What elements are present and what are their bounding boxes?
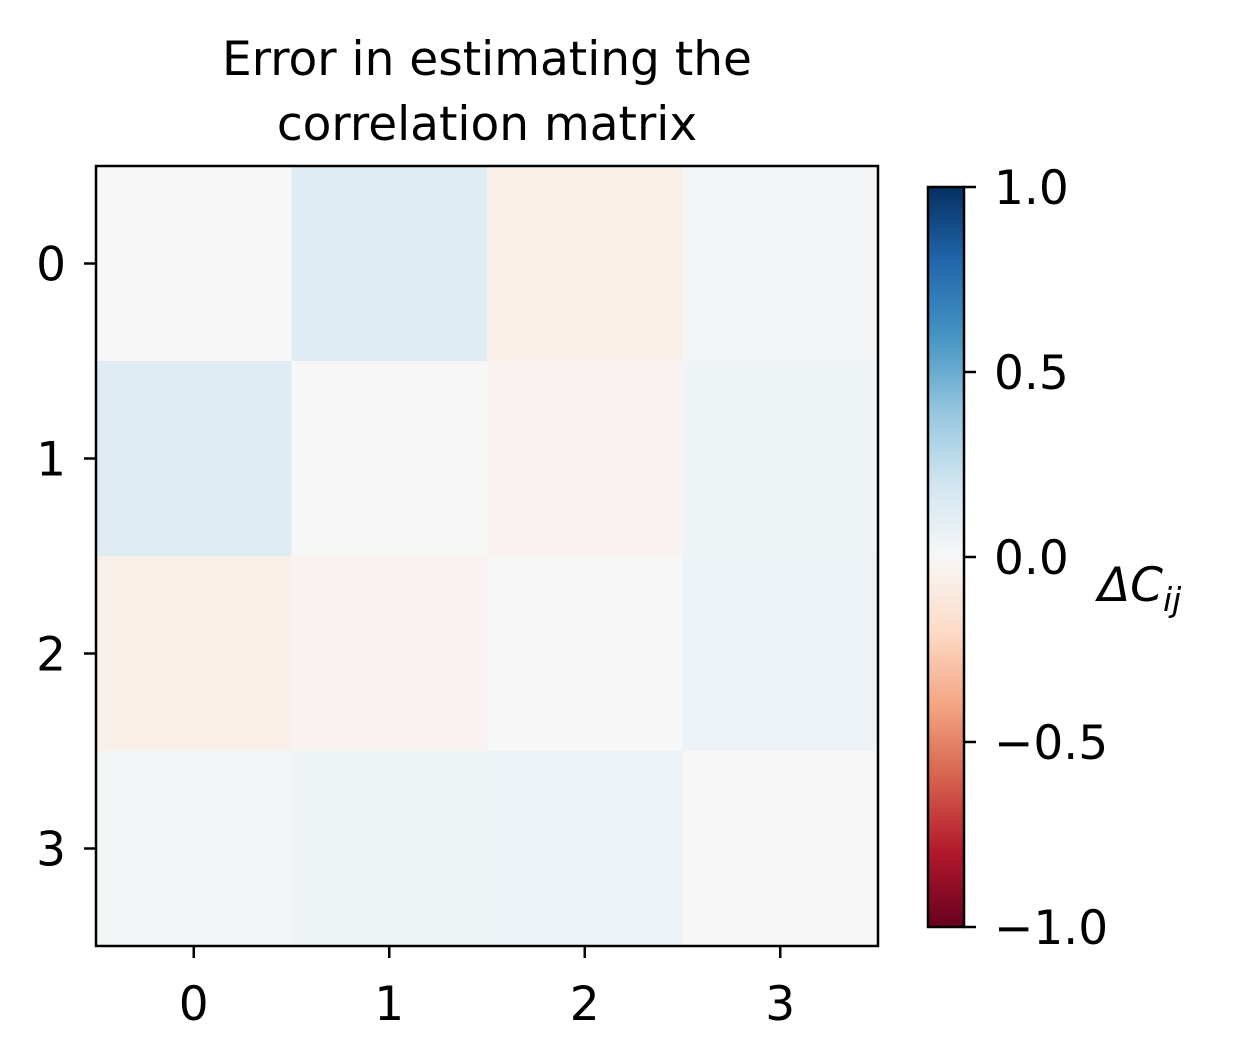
colorbar-label-sub: ij (1163, 580, 1182, 619)
heatmap-cell (291, 166, 488, 362)
heatmap-cell (96, 751, 293, 947)
chart-title-line-2: correlation matrix (277, 97, 697, 152)
heatmap-cell (487, 751, 684, 947)
heatmap-cell (96, 361, 293, 557)
colorbar-tick-label: −0.5 (994, 716, 1108, 771)
heatmap-cell (487, 166, 684, 362)
heatmap-cell (96, 166, 293, 362)
heatmap-cell (291, 556, 488, 752)
heatmap-cell (682, 166, 879, 362)
x-tick-label: 1 (374, 977, 404, 1032)
y-tick-label: 2 (36, 628, 66, 683)
heatmap-cell (291, 751, 488, 947)
x-tick-label: 2 (570, 977, 600, 1032)
y-axis: 0 1 2 3 (36, 238, 96, 878)
colorbar-ticks: 1.0 0.5 0.0 −0.5 −1.0 (964, 161, 1108, 956)
chart-title-line-1: Error in estimating the (222, 32, 752, 87)
heatmap-cell (291, 361, 488, 557)
x-axis: 0 1 2 3 (179, 946, 795, 1032)
heatmap-cell (96, 556, 293, 752)
colorbar-label-main: ΔC (1095, 558, 1163, 613)
x-tick-label: 0 (179, 977, 209, 1032)
heatmap-cell (682, 751, 879, 947)
heatmap-cell (682, 361, 879, 557)
colorbar-tick-label: 1.0 (994, 161, 1069, 216)
heatmap-cell (487, 556, 684, 752)
colorbar-gradient (928, 187, 964, 927)
colorbar-tick-label: −1.0 (994, 901, 1108, 956)
colorbar-label: ΔCij (1095, 558, 1182, 619)
heatmap-cell (487, 361, 684, 557)
plot-frame (94, 164, 880, 948)
heatmap-cell (682, 556, 879, 752)
colorbar-tick-label: 0.5 (994, 346, 1069, 401)
x-tick-label: 3 (765, 977, 795, 1032)
y-tick-label: 0 (36, 238, 66, 293)
y-tick-label: 3 (36, 823, 66, 878)
y-tick-label: 1 (36, 433, 66, 488)
colorbar-tick-label: 0.0 (994, 531, 1069, 586)
heatmap-cells (96, 166, 879, 947)
